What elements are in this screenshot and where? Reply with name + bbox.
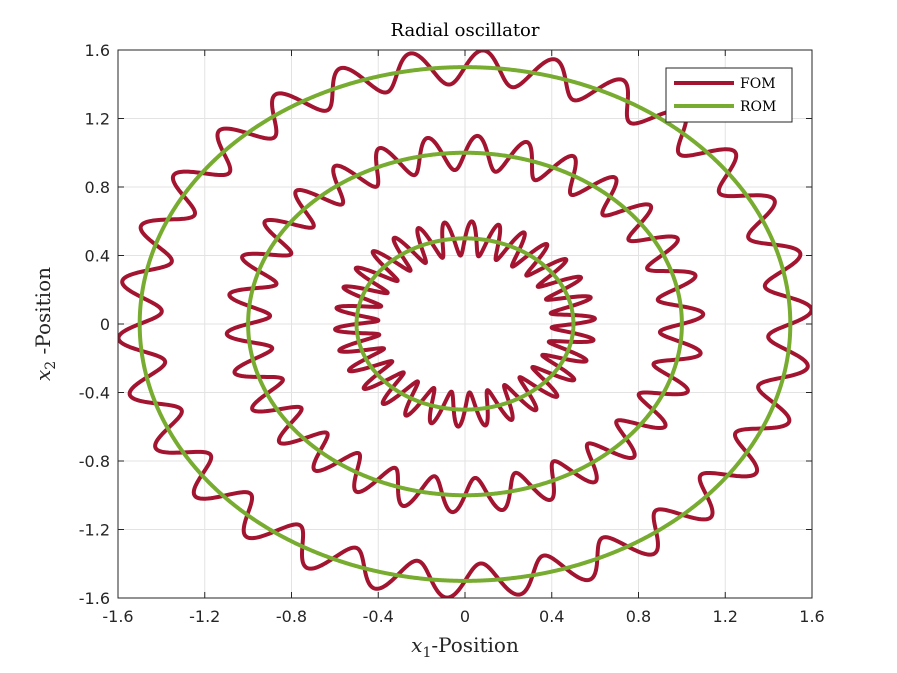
legend-box: [665, 67, 793, 123]
x-axis-ticks: -1.6 -1.2 -0.8 -0.4 0 0.4 0.8 1.2 1.6: [102, 50, 825, 626]
x-tick-label: 1.2: [713, 607, 738, 626]
x-tick-label: 0.4: [539, 607, 564, 626]
legend-label-rom: ROM: [740, 99, 776, 115]
y-axis-ticks: -1.6 -1.2 -0.8 -0.4 0 0.4 0.8 1.2 1.6: [79, 41, 812, 608]
y-tick-label: 1.2: [85, 110, 110, 129]
y-axis-label-sub: 2: [43, 361, 59, 370]
y-axis-label: x2 -Position: [31, 267, 59, 381]
plot-area: [118, 50, 812, 598]
x-axis-label-var: x: [411, 633, 422, 657]
chart-title: Radial oscillator: [390, 20, 539, 41]
y-tick-label: 0: [100, 315, 110, 334]
y-tick-label: -1.6: [79, 589, 110, 608]
series-rom-ring-1: [246, 150, 684, 498]
x-axis-label-text: -Position: [431, 633, 519, 657]
x-tick-label: -1.2: [189, 607, 220, 626]
y-tick-label: 0.4: [85, 247, 110, 266]
series-rom-ring-0: [354, 236, 576, 412]
x-tick-label: -0.4: [363, 607, 394, 626]
x-tick-label: -0.8: [276, 607, 307, 626]
y-tick-label: 0.8: [85, 178, 110, 197]
y-axis-label-text: -Position: [31, 267, 55, 361]
x-tick-label: 1.6: [799, 607, 824, 626]
y-tick-label: 1.6: [85, 41, 110, 60]
x-axis-label: x1-Position: [411, 633, 519, 661]
y-tick-label: -1.2: [79, 521, 110, 540]
series-rom-ring-2: [137, 65, 793, 583]
x-tick-label: 0.8: [626, 607, 651, 626]
legend: FOM ROM: [665, 67, 793, 123]
x-axis-label-sub: 1: [422, 645, 431, 661]
x-tick-label: -1.6: [102, 607, 133, 626]
y-axis-label-var: x: [31, 370, 55, 381]
legend-label-fom: FOM: [740, 76, 776, 92]
y-tick-label: -0.8: [79, 452, 110, 471]
x-tick-label: 0: [460, 607, 470, 626]
grid: [117, 49, 813, 599]
y-tick-label: -0.4: [79, 384, 110, 403]
